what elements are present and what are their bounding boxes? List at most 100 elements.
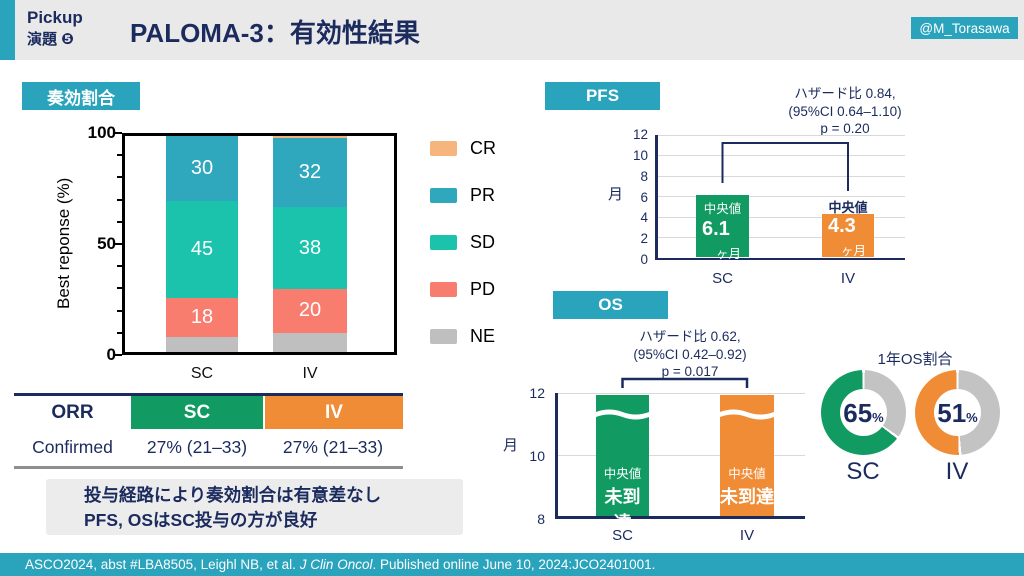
donut-chart: 51% xyxy=(915,370,1000,455)
donut-unit: % xyxy=(966,409,978,425)
y-tick-label: 2 xyxy=(640,231,648,247)
donut-chart: 65% xyxy=(821,370,906,455)
x-axis-label: SC xyxy=(712,270,733,287)
segment-value-label: 32 xyxy=(298,161,322,184)
stacked-bar: 32 38 20 xyxy=(273,136,347,352)
stat-line: (95%CI 0.42–0.92) xyxy=(633,346,747,362)
bar-segment xyxy=(273,136,347,139)
y-tick-label: 10 xyxy=(529,448,545,464)
pickup-label: Pickup 演題 ❺ xyxy=(27,7,83,50)
legend-label: PR xyxy=(470,185,496,205)
stat-line: ハザード比 0.62, xyxy=(639,329,741,344)
bar-segment xyxy=(273,332,347,352)
bar-segment: 38 xyxy=(273,207,347,290)
segment-value-label: 45 xyxy=(190,237,214,260)
response-legend: CR PR SD PD NE xyxy=(430,138,496,375)
bar-median-label: 中央値 xyxy=(703,202,742,217)
bar-value-label: 未到達 xyxy=(604,487,641,533)
bar-segment: 30 xyxy=(166,136,238,201)
x-axis-label: SC xyxy=(190,365,214,382)
x-axis-label: IV xyxy=(302,365,318,382)
header-accent-bar xyxy=(0,0,15,60)
pfs-month-axis-label: 月 xyxy=(608,186,624,203)
stat-line: (95%CI 0.64–1.10) xyxy=(788,103,902,119)
citation-text: . Published online June 10, 2024:JCO2401… xyxy=(372,557,656,572)
citation-text: ASCO2024, abst #LBA8505, Leighl NB, et a… xyxy=(25,557,300,572)
bar-unit-label: ヶ月 xyxy=(840,243,866,258)
stacked-bar: 30 45 18 xyxy=(166,136,238,352)
pfs-chart: 月 0 2 4 6 8 10 12 中央値 6.1 ヶ月 SC 4.3 ヶ月 中央値 IV xyxy=(595,125,930,295)
bar-median-label: 中央値 xyxy=(828,199,868,215)
bar-segment: 32 xyxy=(273,138,347,208)
y-minor-tick-mark xyxy=(117,287,122,290)
table-header-cell: SC xyxy=(131,396,263,429)
grid-line xyxy=(558,454,805,456)
donut-unit: % xyxy=(872,409,884,425)
os-section-label: OS xyxy=(553,291,668,319)
bar-median-label: 中央値 xyxy=(728,467,766,481)
bar-unit-label: ヶ月 xyxy=(715,247,741,262)
table-cell: 27% (21–33) xyxy=(146,437,248,457)
legend-item: PR xyxy=(430,185,496,205)
best-response-chart: Best reponse (%) 30 45 18 32 38 20 0 50 100 SC IV xyxy=(14,123,419,395)
os-bar: 中央値 未到達 xyxy=(720,395,774,516)
bar-value-label: 4.3 xyxy=(828,214,856,237)
stat-line: ハザード比 0.84, xyxy=(794,86,896,101)
axis-break-wave xyxy=(720,409,774,420)
grid-line xyxy=(558,393,805,394)
y-tick-label: 8 xyxy=(640,168,648,184)
axis-break-wave xyxy=(596,409,649,420)
legend-label: CR xyxy=(470,138,496,158)
grid-line xyxy=(658,196,905,198)
y-minor-tick-mark xyxy=(117,309,122,312)
grid-line xyxy=(658,175,905,177)
grid-line xyxy=(658,237,905,239)
pfs-plot-area xyxy=(655,135,905,260)
legend-item: NE xyxy=(430,326,496,346)
response-section-label: 奏効割合 xyxy=(22,82,140,110)
one-year-os-title: 1年OS割合 xyxy=(877,351,953,368)
pfs-bar: 4.3 ヶ月 xyxy=(822,213,874,258)
pickup-line1: Pickup xyxy=(27,8,83,27)
author-badge: @M_Torasawa xyxy=(911,17,1018,39)
table-header-row: ORR SC IV xyxy=(14,396,403,429)
legend-label: NE xyxy=(470,326,496,346)
y-tick-label: 0 xyxy=(106,345,116,364)
footer: ASCO2024, abst #LBA8505, Leighl NB, et a… xyxy=(0,553,1024,576)
x-axis-label: IV xyxy=(840,270,856,287)
os-chart: 月 8 10 12 中央値 未到達 SC 中央値 未到達 IV xyxy=(495,372,925,552)
y-tick-mark xyxy=(113,242,122,246)
bar-segment: 45 xyxy=(166,200,238,298)
grid-line xyxy=(658,135,905,136)
y-minor-tick-mark xyxy=(117,176,122,179)
donut-group-label: SC xyxy=(846,458,880,485)
legend-swatch xyxy=(430,282,457,297)
y-tick-label: 0 xyxy=(640,252,648,267)
summary-note: 投与経路により奏効割合は有意差なし PFS, OSはSC投与の方が良好 xyxy=(46,479,463,535)
y-tick-mark xyxy=(113,131,122,135)
legend-label: SD xyxy=(470,232,496,252)
pfs-bar: 中央値 6.1 ヶ月 xyxy=(696,195,749,261)
bar-segment xyxy=(166,336,238,352)
table-header-cell: ORR xyxy=(51,401,94,423)
donut-center-value: 65% xyxy=(843,400,883,426)
segment-value-label: 20 xyxy=(298,299,322,322)
y-tick-label: 12 xyxy=(529,385,545,401)
legend-swatch xyxy=(430,235,457,250)
header: Pickup 演題 ❺ PALOMA-3：有効性結果 @M_Torasawa xyxy=(0,0,1024,60)
y-tick-label: 10 xyxy=(632,147,648,163)
segment-value-label: 18 xyxy=(190,305,214,328)
bar-value-label: 未到達 xyxy=(720,487,774,507)
x-axis-label: SC xyxy=(612,527,633,544)
comparison-bracket xyxy=(621,377,749,388)
legend-item: CR xyxy=(430,138,496,158)
donut-value: 65 xyxy=(843,397,873,428)
y-tick-label: 12 xyxy=(632,127,648,142)
y-tick-label: 50 xyxy=(97,234,116,253)
bar-median-label: 中央値 xyxy=(603,467,642,481)
y-tick-mark xyxy=(113,353,122,357)
bar-segment: 18 xyxy=(166,297,238,337)
y-minor-tick-mark xyxy=(117,220,122,223)
citation-journal: J Clin Oncol xyxy=(299,557,373,572)
